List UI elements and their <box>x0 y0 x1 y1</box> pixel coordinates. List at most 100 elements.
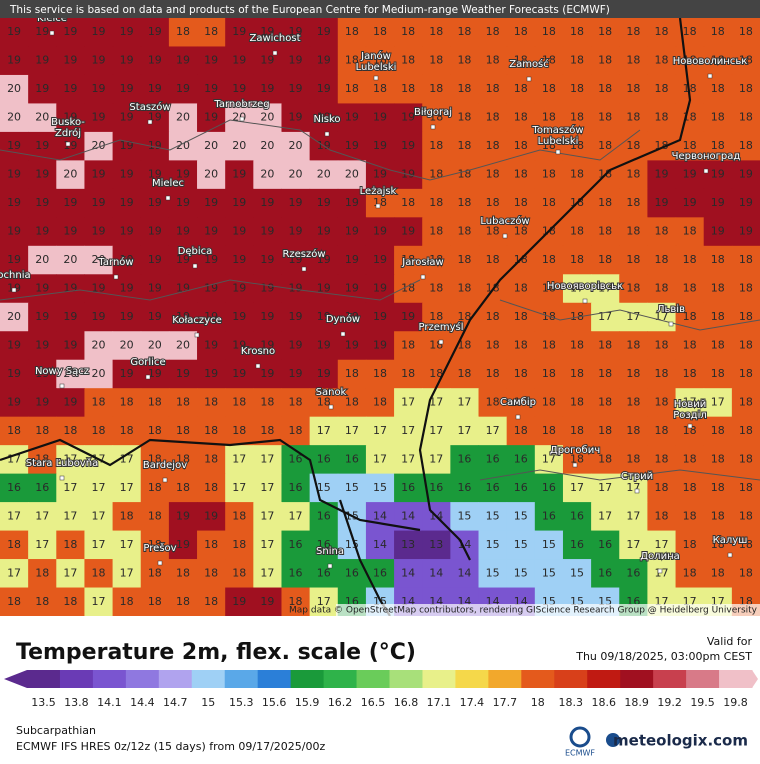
temp-cell <box>534 559 564 589</box>
temp-cell <box>56 18 85 47</box>
temp-cell <box>619 359 648 389</box>
temp-cell <box>112 359 142 389</box>
temp-value: 17 <box>289 509 303 522</box>
temp-value: 18 <box>654 509 668 522</box>
temp-cell <box>309 18 339 47</box>
temp-value: 18 <box>373 82 387 95</box>
temp-value: 15 <box>345 481 359 494</box>
temp-cell <box>703 188 733 218</box>
temp-cell <box>0 559 29 589</box>
temp-value: 18 <box>148 395 162 408</box>
temp-value: 18 <box>626 367 640 380</box>
temp-value: 19 <box>92 168 106 181</box>
temp-cell <box>112 416 142 446</box>
temp-cell <box>140 359 170 389</box>
temp-cell <box>140 18 170 47</box>
colorbar-swatch <box>719 670 753 688</box>
temp-value: 17 <box>7 509 21 522</box>
temp-value: 20 <box>7 111 21 124</box>
temp-value: 18 <box>570 25 584 38</box>
temp-value: 18 <box>598 338 612 351</box>
temp-cell <box>534 188 564 218</box>
temp-cell <box>84 103 114 133</box>
temp-value: 18 <box>598 111 612 124</box>
temp-cell <box>506 445 536 475</box>
temp-cell <box>112 502 142 532</box>
place-label: Staszów <box>129 101 170 113</box>
temp-value: 14 <box>373 538 387 551</box>
temp-value: 19 <box>204 310 218 323</box>
temp-value: 19 <box>120 225 134 238</box>
place-dot <box>11 287 17 293</box>
temp-value: 19 <box>289 111 303 124</box>
temp-value: 18 <box>739 25 753 38</box>
temp-cell <box>84 388 114 418</box>
temp-value: 19 <box>176 196 190 209</box>
temp-cell <box>703 359 733 389</box>
temp-cell <box>675 160 705 190</box>
region-border <box>0 119 641 181</box>
temp-value: 19 <box>401 225 415 238</box>
temp-value: 13 <box>429 538 443 551</box>
temp-cell <box>0 445 29 475</box>
temp-cell <box>478 74 508 104</box>
colorbar-tick-label: 15.3 <box>229 696 254 709</box>
temp-value: 18 <box>654 367 668 380</box>
temp-value: 15 <box>373 481 387 494</box>
temp-value: 19 <box>317 225 331 238</box>
temp-cell <box>0 587 29 617</box>
temp-value: 19 <box>35 54 49 67</box>
temp-value: 17 <box>570 481 584 494</box>
temp-value: 19 <box>289 282 303 295</box>
temp-value: 18 <box>626 282 640 295</box>
temp-value: 18 <box>148 509 162 522</box>
colorbar-tick-label: 18 <box>531 696 545 709</box>
temp-cell <box>84 502 114 532</box>
temp-value: 18 <box>457 139 471 152</box>
temp-value: 18 <box>683 538 697 551</box>
temp-cell <box>591 302 620 332</box>
place-dot <box>634 488 640 494</box>
temp-cell <box>197 274 226 304</box>
temp-value: 18 <box>429 54 443 67</box>
temp-value: 18 <box>486 139 500 152</box>
temp-cell <box>394 445 423 475</box>
temp-cell <box>591 188 620 218</box>
temp-value: 20 <box>92 253 106 266</box>
temp-value: 18 <box>176 424 190 437</box>
colorbar-swatch <box>257 670 292 688</box>
temp-value: 17 <box>120 481 134 494</box>
temp-cell <box>56 559 85 589</box>
place-label: Розділ <box>673 409 707 421</box>
temp-value: 19 <box>63 282 77 295</box>
temp-cell <box>731 274 760 304</box>
ecmwf-logo <box>569 726 591 748</box>
brand: meteologix.com <box>613 732 748 750</box>
temp-cell <box>562 473 592 503</box>
temp-value: 18 <box>654 338 668 351</box>
temp-cell <box>675 530 705 560</box>
temp-cell <box>281 18 311 47</box>
colorbar-tick-label: 15.6 <box>262 696 287 709</box>
temp-value: 19 <box>92 225 106 238</box>
temp-cell <box>253 502 282 532</box>
temp-value: 19 <box>373 111 387 124</box>
temp-value: 18 <box>232 509 246 522</box>
temp-cell <box>703 473 733 503</box>
temp-cell <box>28 559 57 589</box>
temp-value: 18 <box>570 168 584 181</box>
place-label: Новий <box>674 399 707 410</box>
temp-value: 18 <box>429 310 443 323</box>
temp-value: 18 <box>204 481 218 494</box>
temp-value: 20 <box>63 168 77 181</box>
temp-cell <box>506 359 536 389</box>
temp-cell <box>281 46 311 76</box>
temp-cell <box>506 559 536 589</box>
temp-cell <box>168 587 198 617</box>
temp-cell <box>197 302 226 332</box>
temp-value: 19 <box>317 310 331 323</box>
temp-cell <box>562 245 592 275</box>
temp-value: 18 <box>401 338 415 351</box>
temp-cell <box>675 217 705 247</box>
temp-value: 19 <box>92 54 106 67</box>
